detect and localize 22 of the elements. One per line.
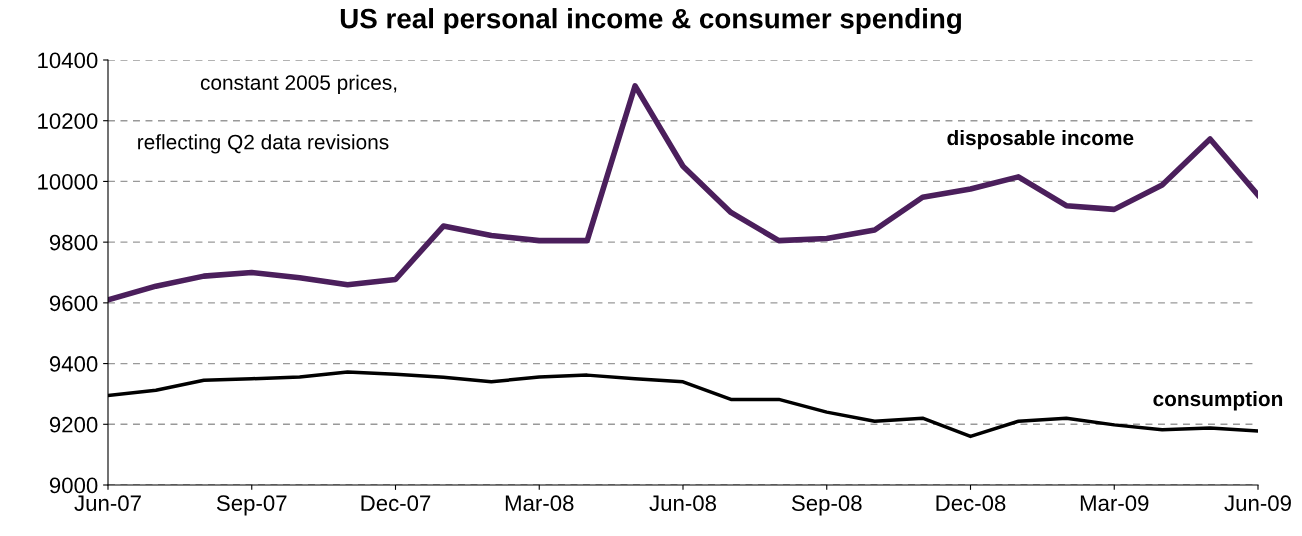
y-tick-label: 10000 <box>38 173 98 190</box>
y-tick-label: 9400 <box>49 356 98 372</box>
x-tick-label: Jun-08 <box>649 495 717 512</box>
x-tick-label: Jun-09 <box>1224 495 1291 512</box>
y-tick-label: 10200 <box>38 113 98 129</box>
chart-title: US real personal income & consumer spending <box>340 8 961 35</box>
y-tick-label: 9800 <box>49 234 98 251</box>
y-tick-label: 9600 <box>49 295 98 312</box>
x-tick-label: Jun-07 <box>74 495 141 512</box>
x-tick-label: Sep-08 <box>791 495 862 516</box>
x-tick-label: Sep-07 <box>216 495 287 516</box>
series-label: consumption <box>1153 390 1283 411</box>
y-tick-label: 9000 <box>49 477 98 494</box>
y-tick-label: 10400 <box>38 52 98 69</box>
x-tick-label: Mar-09 <box>1080 495 1149 512</box>
x-tick-label: Dec-08 <box>936 495 1006 512</box>
x-tick-label: Dec-07 <box>361 495 431 512</box>
annotation: constant 2005 prices, <box>200 74 397 95</box>
annotation: reflecting Q2 data revisions <box>138 134 389 154</box>
x-tick-label: Mar-08 <box>505 495 574 512</box>
text: disposable income <box>947 129 1134 150</box>
y-tick-label: 9200 <box>49 416 98 433</box>
